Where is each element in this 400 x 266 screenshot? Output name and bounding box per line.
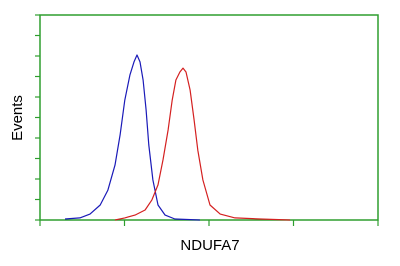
x-axis-label: NDUFA7 [180,237,239,254]
y-axis-label: Events [9,95,26,141]
histogram-line [64,54,200,221]
histogram-line [114,67,291,221]
plot-frame [39,14,379,221]
